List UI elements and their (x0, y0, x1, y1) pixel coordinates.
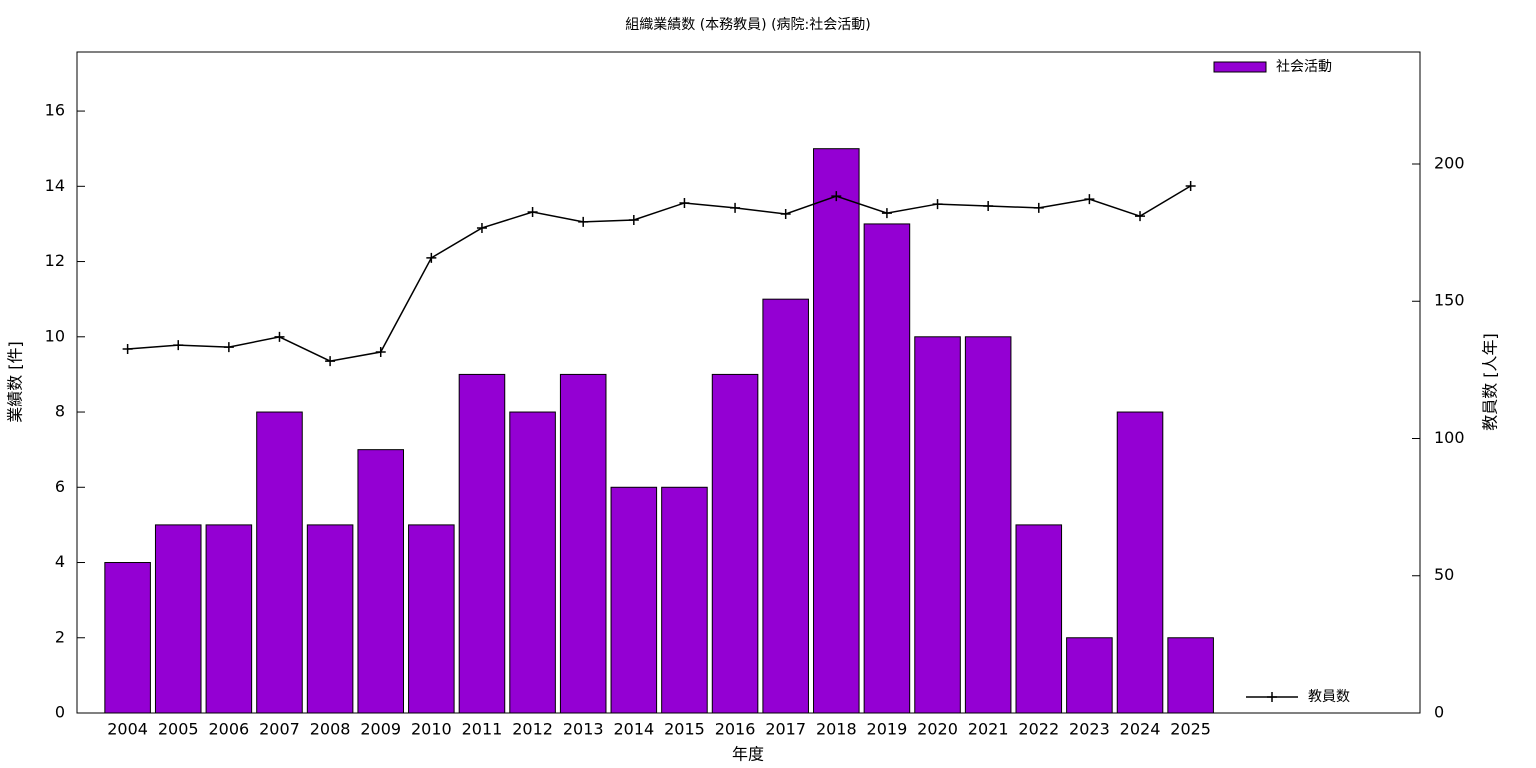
point (932, 199, 943, 210)
bar (458, 373, 506, 714)
x-tick-label: 2023 (1069, 720, 1110, 739)
x-axis-label: 年度 (732, 745, 764, 764)
y-tick-label: 16 (45, 101, 65, 120)
x-tick-label: 2010 (411, 720, 452, 739)
point (274, 331, 285, 342)
bar (104, 562, 151, 714)
y-tick-label: 8 (55, 402, 65, 421)
x-tick-label: 2021 (968, 720, 1009, 739)
bar (661, 486, 708, 714)
x-tick-label: 2008 (310, 720, 351, 739)
bar (914, 336, 961, 714)
bar (813, 148, 860, 714)
chart-title: 組織業績数 (本務教員) (病院:社会活動) (625, 17, 870, 33)
x-tick-label: 2013 (563, 720, 604, 739)
x-tick-label: 2011 (462, 720, 503, 739)
x-tick-label: 2009 (360, 720, 401, 739)
plot-frame (76, 51, 1421, 714)
x-tick-label: 2007 (259, 720, 300, 739)
bar (610, 486, 658, 714)
bar (863, 223, 911, 714)
point (1084, 194, 1095, 205)
x-tick-label: 2015 (664, 720, 705, 739)
point (881, 208, 892, 219)
legend-label: 社会活動 (1276, 59, 1332, 75)
bar (1167, 637, 1214, 714)
y-tick-label: 0 (55, 703, 65, 722)
x-tick-label: 2020 (917, 720, 958, 739)
y2-tick-label: 200 (1434, 153, 1465, 172)
y-tick-label: 2 (55, 627, 65, 646)
x-tick-label: 2012 (512, 720, 553, 739)
bar (1116, 411, 1164, 714)
y2-tick-label: 150 (1434, 291, 1465, 310)
point (426, 252, 437, 263)
legend-swatch (1213, 61, 1267, 73)
bar (964, 336, 1012, 714)
bar (256, 411, 303, 714)
bar (154, 524, 202, 714)
x-tick-label: 2006 (209, 720, 250, 739)
point (831, 191, 842, 202)
point (1185, 180, 1196, 191)
x-tick-label: 2018 (816, 720, 857, 739)
bar (408, 524, 455, 714)
y-tick-label: 12 (45, 251, 65, 270)
y-tick-label: 10 (45, 326, 65, 345)
point (325, 356, 336, 367)
line (127, 185, 1192, 362)
bar (357, 449, 404, 714)
bar (306, 524, 354, 714)
point (173, 340, 184, 351)
y2-axis-label: 教員数 [人年] (1481, 333, 1500, 431)
y-tick-label: 14 (45, 176, 65, 195)
point (679, 197, 690, 208)
y2-tick-label: 50 (1434, 565, 1454, 584)
x-tick-label: 2022 (1018, 720, 1059, 739)
bar (1066, 637, 1113, 714)
point (527, 207, 538, 218)
point (780, 208, 791, 219)
bar (509, 411, 556, 714)
point (122, 344, 133, 355)
x-tick-label: 2025 (1170, 720, 1211, 739)
x-tick-label: 2016 (715, 720, 756, 739)
x-tick-label: 2014 (613, 720, 654, 739)
point (375, 347, 386, 358)
legend-label: 教員数 (1308, 689, 1350, 705)
bar (559, 373, 607, 714)
point (223, 342, 234, 353)
x-tick-label: 2017 (765, 720, 806, 739)
bar (205, 524, 253, 714)
point (578, 216, 589, 227)
point (628, 214, 639, 225)
bar (711, 373, 759, 714)
x-tick-label: 2024 (1120, 720, 1161, 739)
point (476, 222, 487, 233)
y-tick-label: 4 (55, 552, 65, 571)
point (983, 200, 994, 211)
y2-tick-label: 0 (1434, 703, 1444, 722)
y-axis-label: 業績数 [件] (6, 341, 25, 423)
x-tick-label: 2004 (107, 720, 148, 739)
x-tick-label: 2019 (867, 720, 908, 739)
point (1135, 211, 1146, 222)
point (1033, 202, 1044, 213)
bar (1015, 524, 1063, 714)
y2-tick-label: 100 (1434, 428, 1465, 447)
x-tick-label: 2005 (158, 720, 199, 739)
point (730, 202, 741, 213)
legend-swatch (1267, 692, 1277, 702)
bar (762, 298, 809, 714)
y-tick-label: 6 (55, 477, 65, 496)
